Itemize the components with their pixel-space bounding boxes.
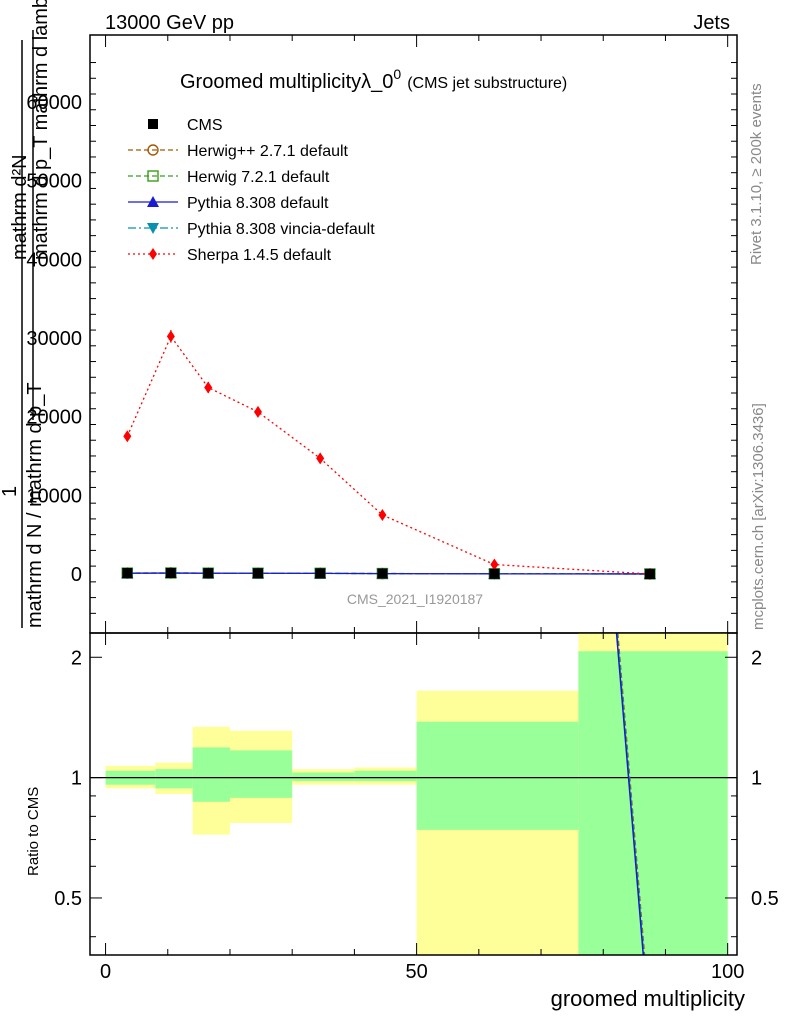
point-sherpa-1-4-5-default bbox=[378, 508, 387, 521]
legend-marker-pythia-8-308-vincia-default bbox=[147, 223, 159, 234]
point-cms bbox=[377, 568, 388, 579]
ratio-band-stat-7 bbox=[578, 651, 728, 955]
main-ytick-label: 40000 bbox=[26, 249, 82, 271]
ratio-ytick-label: 0.5 bbox=[54, 888, 82, 910]
point-cms bbox=[252, 568, 263, 579]
ratio-band-stat-6 bbox=[416, 721, 579, 830]
main-ytick-label: 10000 bbox=[26, 485, 82, 507]
legend-label-herwig-2-7-1-default: Herwig++ 2.7.1 default bbox=[187, 143, 349, 160]
analysis-id: CMS_2021_I1920187 bbox=[347, 591, 483, 607]
ratio-ylabel: Ratio to CMS bbox=[25, 787, 42, 876]
point-cms bbox=[165, 567, 176, 578]
ylabel-outer-denominator: mathrm d N / mathrm d p_T bbox=[24, 382, 46, 628]
point-sherpa-1-4-5-default bbox=[123, 430, 132, 443]
legend-marker-pythia-8-308-default bbox=[147, 196, 159, 207]
point-sherpa-1-4-5-default bbox=[316, 452, 325, 465]
legend-label-pythia-8-308-default: Pythia 8.308 default bbox=[187, 195, 329, 212]
point-cms bbox=[122, 568, 133, 579]
xtick-label: 100 bbox=[711, 961, 744, 983]
main-ytick-label: 60000 bbox=[26, 92, 82, 114]
series-line-pythia-8-308-default bbox=[127, 572, 650, 575]
ratio-band-stat-3 bbox=[229, 750, 293, 798]
point-cms bbox=[203, 568, 214, 579]
ratio-mc-line-3 bbox=[615, 632, 645, 956]
main-ytick-label: 0 bbox=[71, 564, 82, 586]
main-title-text: Groomed multiplicityλ_0 bbox=[180, 71, 393, 93]
main-ytick-label: 30000 bbox=[26, 328, 82, 350]
legend-marker-herwig-7-2-1-default bbox=[147, 170, 159, 182]
legend-marker-herwig-2-7-1-default bbox=[147, 144, 159, 156]
ratio-ytick-label: 2 bbox=[71, 647, 82, 669]
point-sherpa-1-4-5-default bbox=[253, 405, 262, 418]
ylabel-numerator: mathrm d²N bbox=[9, 154, 31, 260]
point-cms bbox=[644, 568, 655, 579]
ratio-band-stat-1 bbox=[155, 769, 193, 789]
point-sherpa-1-4-5-default bbox=[166, 330, 175, 343]
x-axis: 0 50 100 bbox=[100, 35, 744, 983]
main-title-suffix: (CMS jet substructure) bbox=[407, 75, 567, 92]
ratio-band-stat-4 bbox=[292, 772, 355, 782]
main-plot-area bbox=[121, 330, 656, 580]
main-ylabel: mathrm d²N mathrm d p_T mathrm d lambda … bbox=[0, 0, 52, 628]
mcplots-label: mcplots.cern.ch [arXiv:1306.3436] bbox=[750, 403, 767, 630]
main-ytick-label: 20000 bbox=[26, 407, 82, 429]
x-axis-label: groomed multiplicity bbox=[551, 986, 745, 1011]
main-title: Groomed multiplicityλ_00 (CMS jet substru… bbox=[180, 66, 567, 93]
main-y-axis: 0 10000 20000 30000 40000 50000 60000 bbox=[26, 62, 737, 614]
ylabel-one: 1 bbox=[0, 486, 21, 497]
legend-marker-sherpa-1-4-5-default bbox=[149, 248, 157, 260]
point-sherpa-1-4-5-default bbox=[490, 558, 499, 571]
legend-label-cms: CMS bbox=[187, 117, 223, 134]
legend-label-pythia-8-308-vincia-default: Pythia 8.308 vincia-default bbox=[187, 221, 375, 238]
legend-label-sherpa-1-4-5-default: Sherpa 1.4.5 default bbox=[187, 247, 332, 264]
legend-label-herwig-7-2-1-default: Herwig 7.2.1 default bbox=[187, 169, 330, 186]
jets-label: Jets bbox=[693, 12, 730, 34]
ratio-plot-frame bbox=[89, 632, 738, 956]
ratio-ytick-label-right: 0.5 bbox=[751, 888, 779, 910]
ratio-ytick-label-right: 1 bbox=[751, 768, 762, 790]
ylabel-denominator: mathrm d p_T mathrm d lambda bbox=[30, 0, 52, 260]
ratio-ytick-label-right: 2 bbox=[751, 647, 762, 669]
ratio-band-stat-5 bbox=[354, 770, 417, 782]
energy-label: 13000 GeV pp bbox=[105, 12, 234, 34]
point-cms bbox=[315, 568, 326, 579]
xtick-label: 0 bbox=[100, 961, 111, 983]
ratio-ytick-label: 1 bbox=[71, 768, 82, 790]
main-ytick-label: 50000 bbox=[26, 171, 82, 193]
main-title-superscript: 0 bbox=[393, 66, 401, 82]
series-line-sherpa-1-4-5-default bbox=[126, 335, 650, 575]
ratio-band-stat-2 bbox=[192, 747, 230, 802]
point-cms bbox=[489, 568, 500, 579]
point-sherpa-1-4-5-default bbox=[204, 381, 213, 394]
ratio-y-axis: 0.5 0.5 1 1 2 2 bbox=[54, 647, 779, 938]
legend-marker-cms bbox=[148, 119, 158, 129]
legend: CMS Herwig++ 2.7.1 default Herwig 7.2.1 de… bbox=[128, 117, 375, 264]
xtick-label: 50 bbox=[405, 961, 427, 983]
ratio-plot-area bbox=[90, 632, 737, 956]
rivet-label: Rivet 3.1.10, ≥ 200k events bbox=[748, 83, 765, 265]
